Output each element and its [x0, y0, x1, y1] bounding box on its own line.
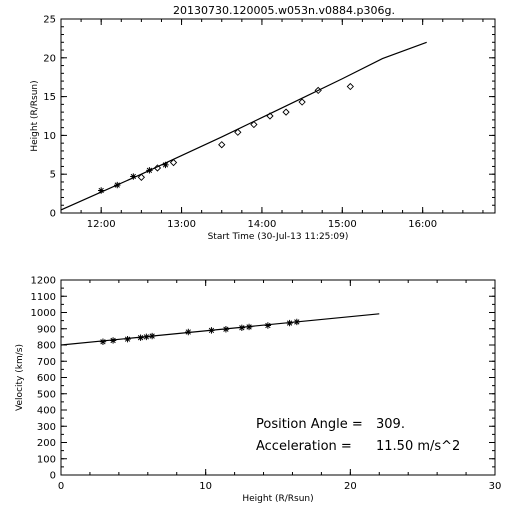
data-point-diamond	[250, 120, 258, 129]
y-tick-label: 100	[37, 454, 56, 465]
annotation-value: 11.50 m/s^2	[376, 439, 460, 454]
annotation-label: Acceleration =	[256, 439, 352, 454]
figure-title: 20130730.120005.w053n.v0884.p306g.	[173, 4, 395, 17]
data-point-asterisk	[99, 338, 107, 345]
data-point-asterisk	[264, 322, 272, 329]
fit-line	[61, 41, 427, 211]
y-axis-label: Velocity (km/s)	[15, 344, 25, 411]
y-tick-label: 5	[50, 170, 56, 181]
y-tick-label: 700	[37, 357, 56, 368]
y-tick-label: 20	[43, 53, 56, 64]
y-tick-label: 25	[43, 15, 56, 26]
data-point-diamond	[346, 82, 354, 91]
data-point-diamond	[137, 173, 146, 181]
fit-line	[61, 313, 380, 346]
x-tick-label: 15:00	[328, 219, 357, 230]
data-point-asterisk	[130, 173, 137, 180]
y-tick-label: 10	[43, 131, 56, 142]
y-tick-label: 15	[43, 92, 56, 103]
data-point-diamond	[234, 128, 242, 136]
data-point-asterisk	[97, 187, 105, 194]
x-tick-label: 0	[58, 481, 64, 492]
y-tick-label: 0	[50, 471, 56, 482]
data-point-diamond	[298, 98, 306, 106]
plot-frame	[60, 18, 496, 214]
annotation-value: 309.	[376, 417, 405, 432]
x-tick-label: 20	[344, 481, 357, 492]
y-tick-label: 200	[37, 438, 56, 449]
x-axis-label: Start Time (30-Jul-13 11:25:09)	[208, 232, 349, 242]
x-tick-label: 10	[199, 481, 212, 492]
data-point-diamond	[169, 158, 178, 167]
x-tick-label: 16:00	[408, 219, 437, 230]
y-tick-label: 1100	[31, 292, 56, 303]
x-tick-label: 13:00	[167, 219, 196, 230]
height-time-plot: 12:00 13:00 14:00 15:00 16:00 0 5 10 15 20 25 Start…	[30, 15, 496, 242]
y-tick-label: 500	[37, 389, 56, 400]
data-point-diamond	[282, 108, 290, 116]
data-point-asterisk	[162, 161, 169, 169]
velocity-height-plot: 0 10 20 30010020030040050060070080090010001…	[15, 276, 501, 505]
y-tick-label: 0	[50, 209, 56, 220]
data-point-diamond	[218, 141, 226, 149]
x-axis-label: Height (R/Rsun)	[242, 494, 313, 504]
y-tick-label: 1000	[31, 308, 56, 319]
y-tick-label: 300	[37, 422, 56, 433]
x-tick-label: 14:00	[248, 219, 277, 230]
annotation-label: Position Angle =	[256, 417, 363, 432]
y-tick-label: 1200	[31, 276, 56, 287]
y-tick-label: 800	[37, 341, 56, 352]
y-tick-label: 400	[37, 406, 56, 417]
x-tick-label: 30	[489, 481, 502, 492]
y-tick-label: 600	[37, 373, 56, 384]
y-tick-label: 900	[37, 324, 56, 335]
y-axis-label: Height (R/Rsun)	[30, 80, 40, 151]
data-point-asterisk	[124, 335, 131, 343]
x-tick-label: 12:00	[87, 219, 116, 230]
